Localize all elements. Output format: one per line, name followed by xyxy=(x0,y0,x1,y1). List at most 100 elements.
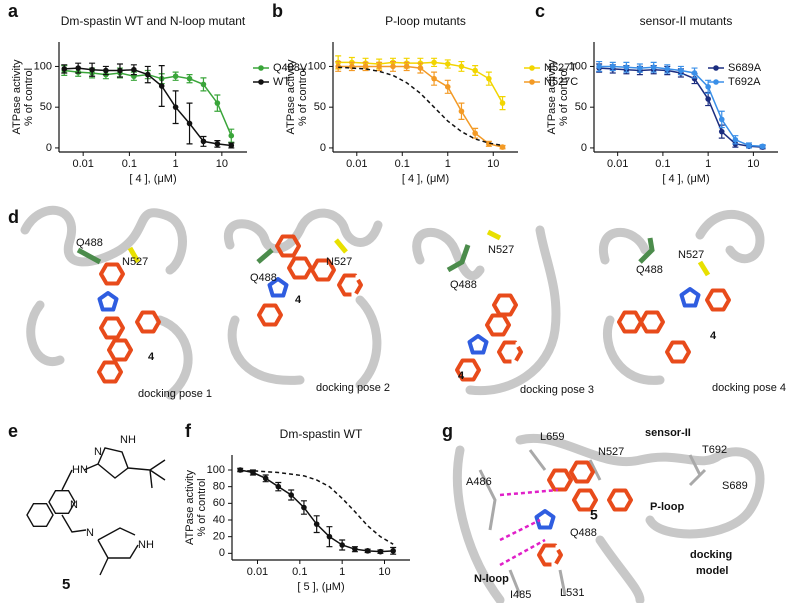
y-axis-label: ATPase activity xyxy=(285,59,297,134)
model-label: model xyxy=(696,565,728,577)
data-point xyxy=(609,63,616,70)
data-point xyxy=(376,63,382,70)
panel-label: d xyxy=(8,207,19,227)
data-point xyxy=(275,483,282,490)
residue-label: T692 xyxy=(702,444,727,456)
data-point xyxy=(362,63,369,70)
chart-title: Dm-spastin WT xyxy=(280,427,363,441)
ligand-label: 5 xyxy=(590,507,598,523)
data-point xyxy=(678,67,684,74)
data-point xyxy=(89,66,95,73)
data-point xyxy=(650,64,657,71)
data-point xyxy=(486,141,492,147)
residue-stick xyxy=(76,247,102,265)
region-label: N-loop xyxy=(474,573,509,585)
data-point xyxy=(403,63,410,70)
residue-label: Q488 xyxy=(250,272,277,284)
x-tick-label: 1 xyxy=(445,158,451,170)
data-point xyxy=(144,71,151,78)
y-tick-label: 50 xyxy=(575,101,587,113)
y-axis-label: ATPase activity xyxy=(184,470,196,545)
ligand-label: 4 xyxy=(458,370,465,382)
data-point xyxy=(718,128,725,135)
h-bond xyxy=(499,488,559,567)
residue-label: Q488 xyxy=(450,279,477,291)
data-point xyxy=(335,63,341,70)
atom-label: N xyxy=(94,446,102,458)
data-point xyxy=(499,100,506,106)
region-label: sensor-II xyxy=(645,427,691,439)
atom-label: N xyxy=(86,527,94,539)
docking-pose: Q488 N527 4 docking pose 1 xyxy=(20,205,212,400)
data-point xyxy=(186,120,193,127)
legend-label: WT xyxy=(273,76,290,88)
data-point xyxy=(288,492,294,498)
data-point xyxy=(200,138,207,145)
legend-marker xyxy=(258,79,264,85)
x-axis-label: [ 4 ], (μM) xyxy=(662,173,709,185)
atom-label: N xyxy=(70,499,78,511)
residue-stick xyxy=(478,449,707,596)
x-tick-label: 0.01 xyxy=(346,158,367,170)
legend-marker xyxy=(713,79,719,85)
region-label: P-loop xyxy=(650,501,684,513)
y-tick-label: 0 xyxy=(320,142,326,154)
model-label: docking xyxy=(690,549,732,561)
x-tick-label: 0.01 xyxy=(72,158,93,170)
residue-label: N527 xyxy=(598,446,624,458)
x-tick-label: 1 xyxy=(705,158,711,170)
x-tick-label: 1 xyxy=(173,158,179,170)
panel-label: a xyxy=(8,1,19,21)
x-tick-label: 10 xyxy=(378,566,390,578)
y-axis-label: % of control xyxy=(196,478,208,536)
data-point xyxy=(313,521,320,527)
x-axis-label: [ 4 ], (μM) xyxy=(402,173,449,185)
docking-pose: N527 Q488 4 docking pose 4 xyxy=(598,210,786,394)
bond xyxy=(61,447,166,576)
data-point xyxy=(172,104,179,110)
data-point xyxy=(390,548,396,554)
data-point xyxy=(431,75,437,82)
y-tick-label: 0 xyxy=(219,547,225,559)
data-point xyxy=(746,142,752,149)
data-point xyxy=(186,75,193,82)
chart-title: sensor-II mutants xyxy=(640,14,733,28)
pose-caption: docking pose 4 xyxy=(712,382,786,394)
residue-label: S689 xyxy=(722,480,748,492)
legend-label: N527C xyxy=(544,76,578,88)
reference-curve xyxy=(240,470,394,545)
y-tick-label: 100 xyxy=(569,60,587,72)
x-tick-label: 1 xyxy=(339,566,345,578)
data-point xyxy=(732,136,739,143)
panel-label: g xyxy=(442,421,453,441)
residue-stick xyxy=(334,238,348,254)
y-tick-label: 50 xyxy=(40,101,52,113)
x-tick-label: 0.1 xyxy=(655,158,670,170)
y-axis-label: ATPase activity xyxy=(546,59,558,134)
y-tick-label: 50 xyxy=(314,101,326,113)
data-point xyxy=(172,73,179,80)
data-point xyxy=(339,542,345,548)
residue-label: N527 xyxy=(122,256,148,268)
residue-label: A486 xyxy=(466,476,492,488)
x-tick-label: 0.01 xyxy=(607,158,628,170)
pose-caption: docking pose 3 xyxy=(520,384,594,396)
data-point xyxy=(664,66,671,72)
x-tick-label: 0.1 xyxy=(292,566,307,578)
y-tick-label: 100 xyxy=(34,60,52,72)
data-point xyxy=(103,67,109,74)
data-point xyxy=(759,143,766,150)
ribbon xyxy=(452,433,765,603)
residue-label: I485 xyxy=(510,589,531,601)
panel-label: f xyxy=(185,421,192,441)
y-tick-label: 60 xyxy=(213,497,225,509)
y-axis-label: % of control xyxy=(297,68,309,126)
data-point xyxy=(214,100,221,106)
data-point xyxy=(228,132,235,139)
legend-label: S689A xyxy=(728,62,762,74)
y-axis-label: ATPase activity xyxy=(11,59,23,134)
ribbon xyxy=(26,300,193,400)
data-point xyxy=(117,67,123,74)
x-tick-label: 10 xyxy=(747,158,759,170)
